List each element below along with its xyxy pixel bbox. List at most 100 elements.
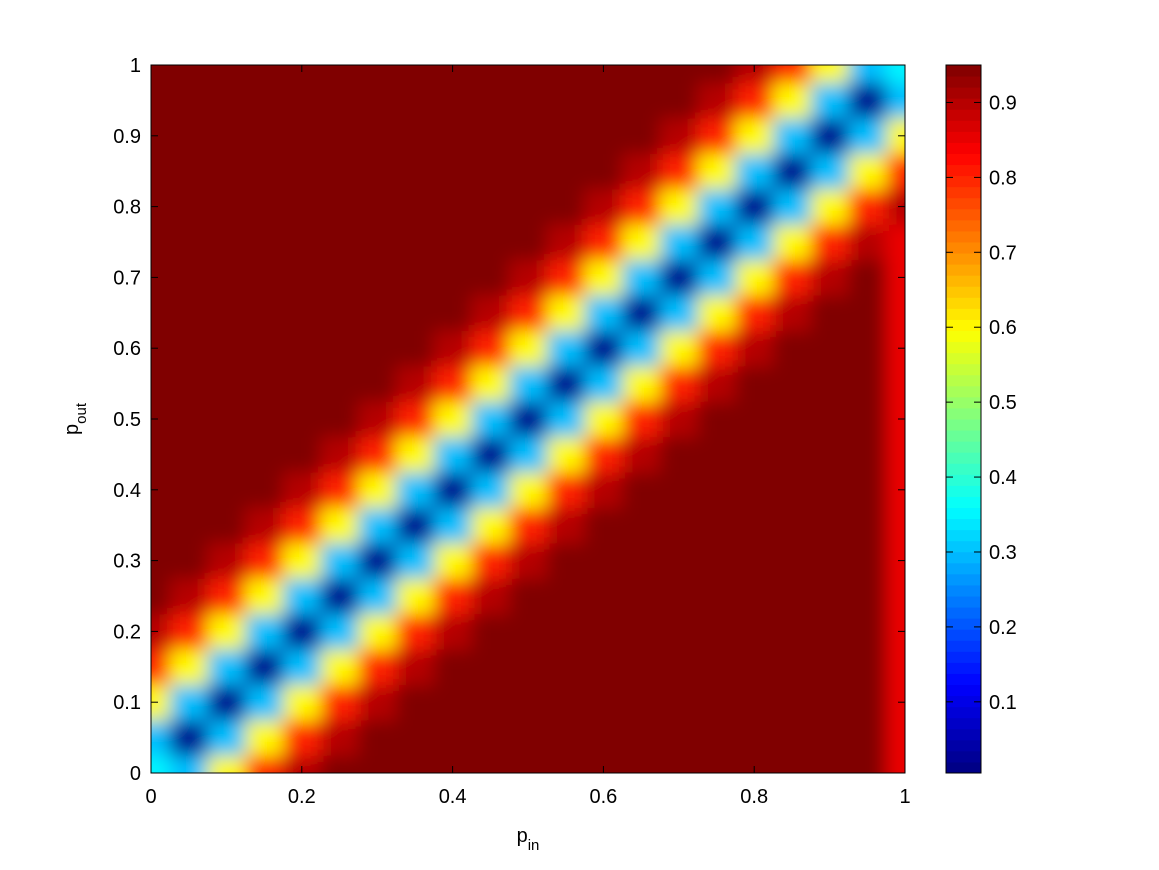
colorbar-step [946,407,981,420]
heatmap-cell [848,436,887,473]
colorbar-step [946,396,981,409]
heatmap-cell [810,507,849,544]
heatmap-cell [151,649,171,685]
heatmap-cell [282,295,322,331]
colorbar-tick-label: 0.8 [989,167,1017,189]
heatmap-cell [433,719,472,756]
heatmap-cell [659,578,699,615]
heatmap-cell [509,153,548,190]
heatmap-cell [509,507,548,544]
heatmap-cell [433,259,472,296]
heatmap-cell [886,401,905,438]
heatmap-cell [358,613,397,650]
heatmap-cell [433,755,472,773]
heatmap-cell [659,649,699,685]
heatmap-cell [207,188,246,225]
colorbar-step [946,596,981,608]
heatmap-cell [169,118,209,154]
heatmap-cell [546,153,586,190]
heatmap-cell [282,613,322,650]
heatmap-cell [622,65,661,84]
heatmap-cell [697,684,736,721]
heatmap-cell [848,719,887,756]
heatmap-cell [659,153,699,190]
heatmap-cell [433,684,472,721]
x-axis-label: pin [517,825,540,854]
y-tick-label: 1 [130,55,141,77]
colorbar-step [946,419,981,431]
heatmap-cell [886,472,905,508]
heatmap-cell [320,507,359,544]
heatmap-cell [169,719,209,756]
colorbar-step [946,761,981,774]
heatmap-cell [433,401,472,438]
heatmap-cell [207,542,246,579]
heatmap-cell [358,684,397,721]
heatmap-cell [433,613,472,650]
heatmap-cell [584,719,623,756]
heatmap-cell [509,82,548,119]
heatmap-cell [207,578,246,615]
heatmap-cell [735,542,774,579]
heatmap-cell [151,542,171,579]
heatmap-cell [584,188,623,225]
heatmap-cell [546,330,586,367]
heatmap-cell [622,507,661,544]
heatmap-cell [697,224,736,261]
heatmap-cell [358,295,397,331]
heatmap-cell [169,153,209,190]
heatmap-cell [735,224,774,261]
heatmap-cell [320,578,359,615]
heatmap-cell [245,118,284,154]
heatmap-cell [810,188,849,225]
heatmap-cell [282,719,322,756]
x-tick-label: 0.6 [589,786,617,808]
heatmap-cell [773,472,812,508]
colorbar-step [946,651,981,663]
heatmap-cell [546,224,586,261]
heatmap-cell [320,295,359,331]
heatmap-cell [773,542,812,579]
heatmap-cell [245,259,284,296]
y-label-sub: out [73,402,90,424]
heatmap-cell [320,65,359,84]
heatmap-cell [546,542,586,579]
heatmap-cell [546,259,586,296]
heatmap-cell [659,507,699,544]
heatmap-cell [207,436,246,473]
heatmap-cell [207,719,246,756]
colorbar-step [946,76,981,88]
y-tick-label: 0.5 [113,409,141,431]
colorbar-step [946,452,981,464]
heatmap-cell [433,542,472,579]
heatmap-cell [471,153,510,190]
heatmap-cell [659,118,699,154]
heatmap-cell [773,259,812,296]
heatmap-cell [622,755,661,773]
heatmap-cell [773,649,812,685]
heatmap-cell [697,118,736,154]
heatmap-cell [320,719,359,756]
colorbar-step [946,496,981,508]
heatmap-cell [358,578,397,615]
heatmap-cell [509,755,548,773]
heatmap-cell [396,365,435,402]
heatmap-cell [320,118,359,154]
colorbar-tick-label: 0.1 [989,692,1017,714]
heatmap-cell [358,507,397,544]
heatmap-cell [697,330,736,367]
heatmap-cell [697,365,736,402]
heatmap-cell [810,65,849,84]
heatmap-cell [659,401,699,438]
heatmap-cell [735,330,774,367]
heatmap-cell [358,82,397,119]
heatmap-cell [810,330,849,367]
heatmap-cell [622,188,661,225]
heatmap-cell [546,365,586,402]
heatmap-cell [320,259,359,296]
heatmap-cell [546,578,586,615]
heatmap-cell [245,224,284,261]
heatmap-cell [358,755,397,773]
colorbar-step [946,253,981,265]
heatmap-cell [358,401,397,438]
